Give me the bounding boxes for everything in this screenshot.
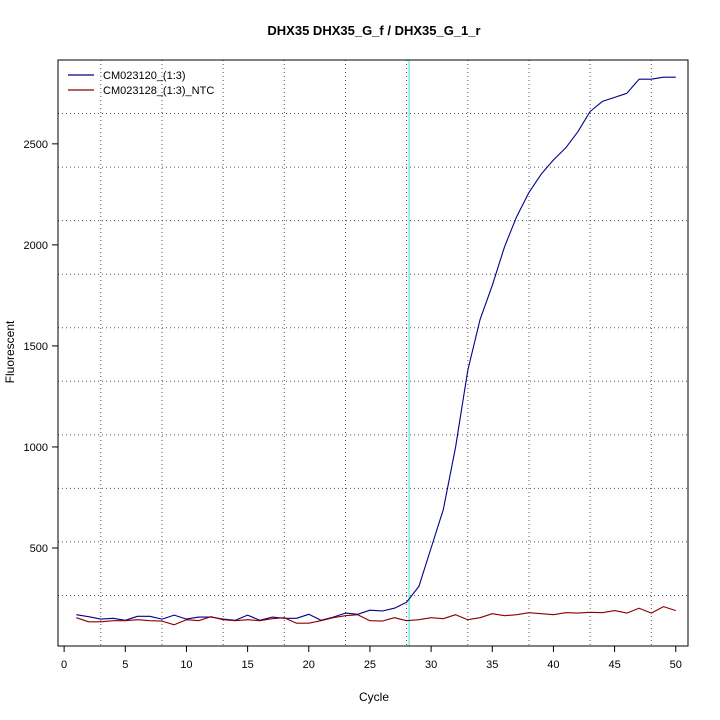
y-tick-label: 1000: [24, 442, 48, 454]
legend: CM023120_(1:3) CM023128_(1:3)_NTC: [68, 70, 214, 97]
chart-title: DHX35 DHX35_G_f / DHX35_G_1_r: [267, 23, 480, 38]
x-axis-label: Cycle: [359, 690, 389, 704]
series-group: [76, 76, 676, 626]
x-tick-label: 30: [425, 659, 437, 671]
x-tick-label: 10: [180, 659, 192, 671]
x-tick-label: 15: [241, 659, 253, 671]
x-tick-label: 20: [303, 659, 315, 671]
y-axis-label: Fluorescent: [3, 320, 17, 383]
x-tick-label: 0: [61, 659, 67, 671]
x-tick-label: 5: [122, 659, 128, 671]
series-line-2: [76, 606, 676, 626]
y-tick-label: 2500: [24, 139, 48, 151]
x-tick-label: 50: [670, 659, 682, 671]
axes: 0 5 10 15 20 25 30 35 40 45 50 500 1000 1500 2000 2500: [24, 139, 682, 671]
y-tick-label: 2000: [24, 240, 48, 252]
legend-label-1: CM023120_(1:3): [103, 70, 186, 82]
x-tick-label: 45: [608, 659, 620, 671]
grid: [58, 59, 688, 646]
y-tick-label: 500: [30, 543, 48, 555]
x-tick-label: 35: [486, 659, 498, 671]
legend-label-2: CM023128_(1:3)_NTC: [103, 85, 214, 97]
x-tick-label: 40: [547, 659, 559, 671]
y-tick-label: 1500: [24, 341, 48, 353]
series-line-1: [76, 76, 676, 621]
plot-frame: [57, 59, 689, 647]
x-tick-label: 25: [364, 659, 376, 671]
